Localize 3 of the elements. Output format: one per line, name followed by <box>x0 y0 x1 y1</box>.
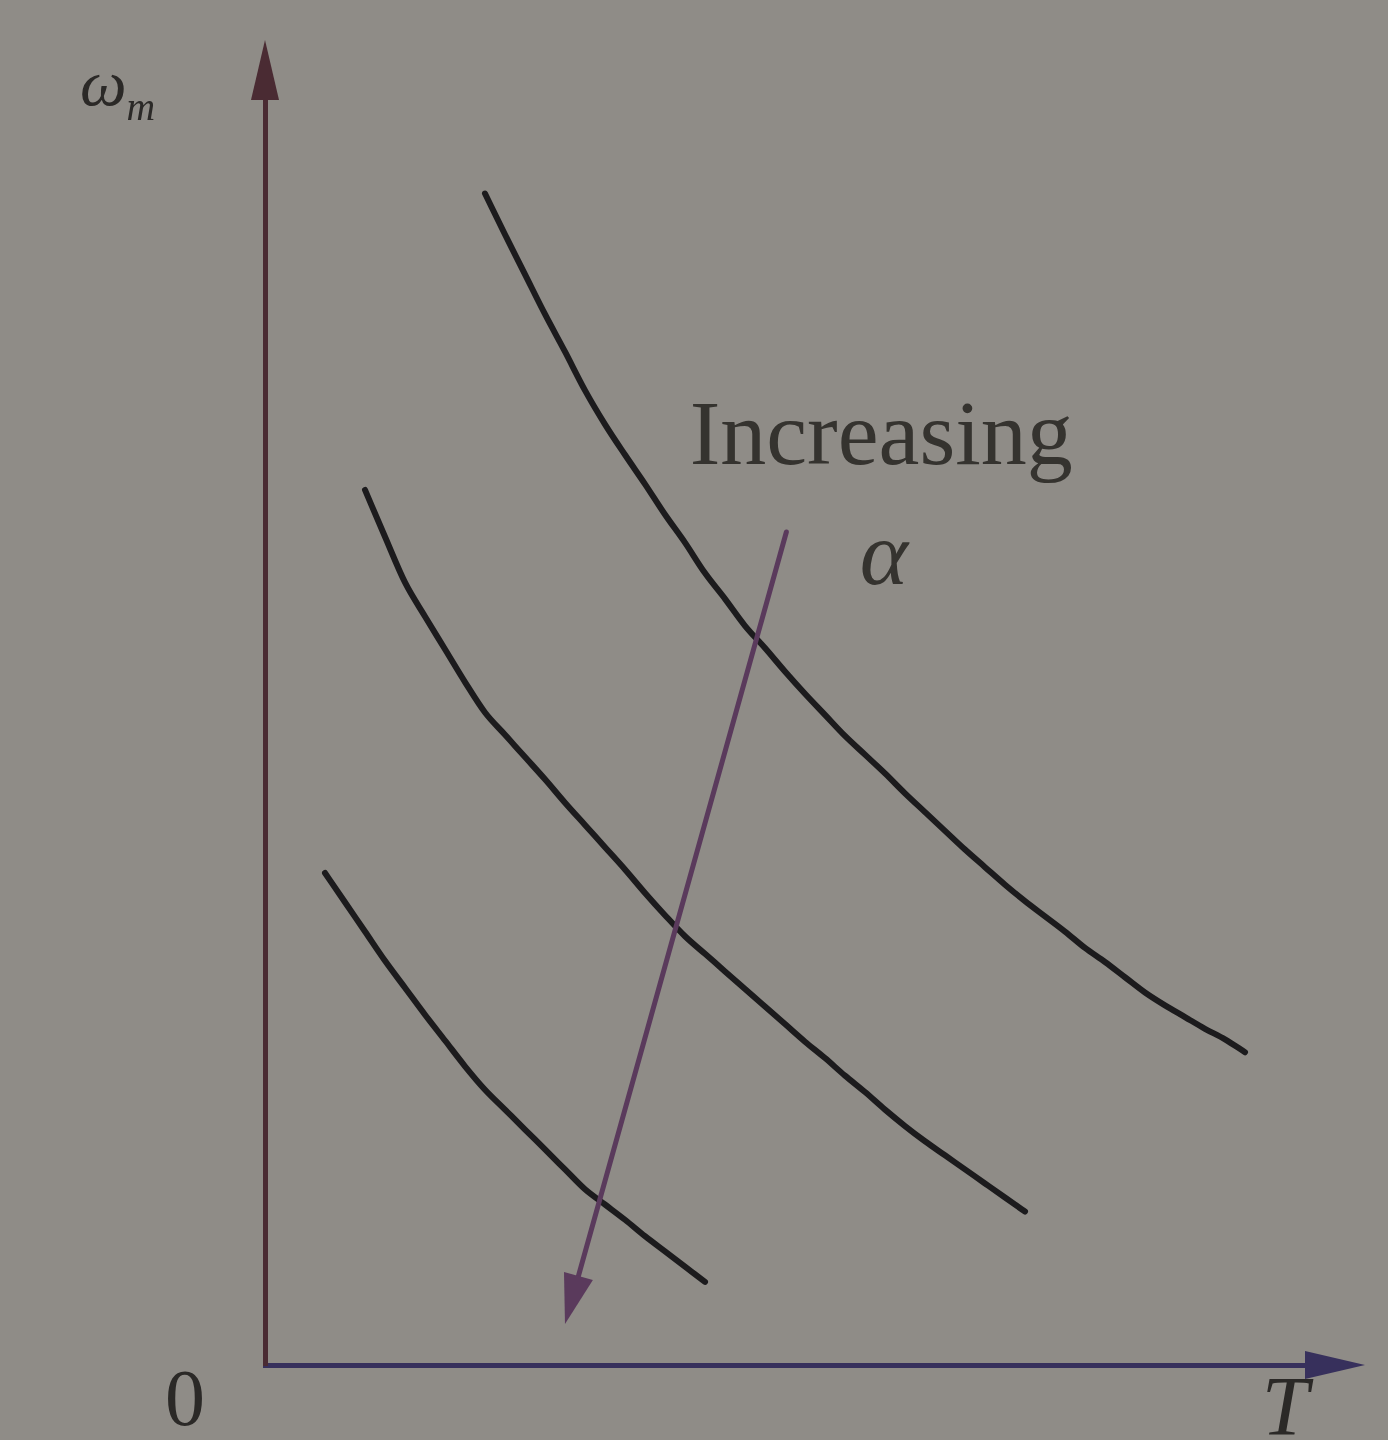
text: 0 <box>165 1354 205 1440</box>
x-axis-title: T <box>1261 1360 1314 1440</box>
annotation: Increasing α <box>689 382 1073 605</box>
